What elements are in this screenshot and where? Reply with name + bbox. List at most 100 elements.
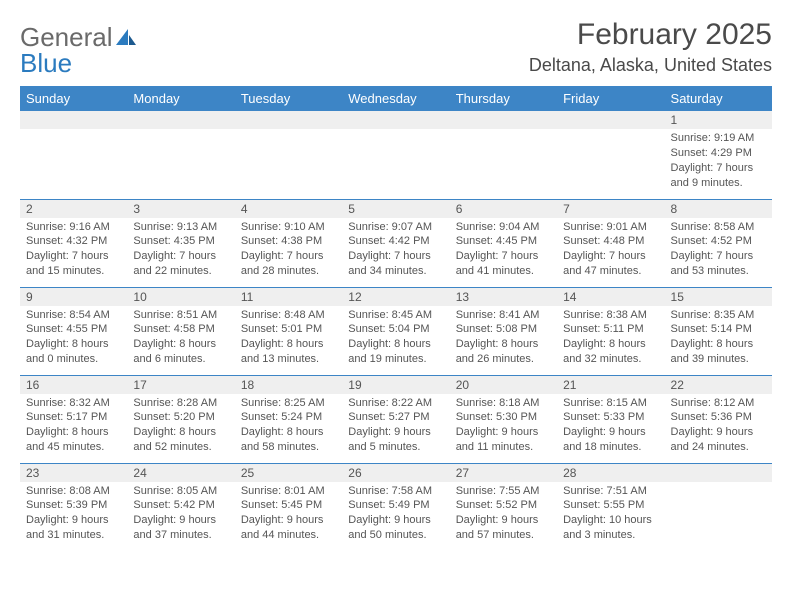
day-number-bar: 16 xyxy=(20,376,127,394)
calendar-day-cell: 23Sunrise: 8:08 AMSunset: 5:39 PMDayligh… xyxy=(20,463,127,551)
day-number-bar: 9 xyxy=(20,288,127,306)
calendar-day-cell: 6Sunrise: 9:04 AMSunset: 4:45 PMDaylight… xyxy=(450,199,557,287)
day-number-bar xyxy=(342,111,449,129)
day-detail: Sunrise: 8:12 AMSunset: 5:36 PMDaylight:… xyxy=(665,394,772,457)
day-number-bar: 17 xyxy=(127,376,234,394)
location-subtitle: Deltana, Alaska, United States xyxy=(529,55,772,76)
calendar-day-cell: 11Sunrise: 8:48 AMSunset: 5:01 PMDayligh… xyxy=(235,287,342,375)
calendar-page: General Blue February 2025 Deltana, Alas… xyxy=(0,0,792,551)
day-detail: Sunrise: 8:32 AMSunset: 5:17 PMDaylight:… xyxy=(20,394,127,457)
day-detail: Sunrise: 8:18 AMSunset: 5:30 PMDaylight:… xyxy=(450,394,557,457)
day-number-bar: 4 xyxy=(235,200,342,218)
day-number-bar: 8 xyxy=(665,200,772,218)
day-detail: Sunrise: 8:05 AMSunset: 5:42 PMDaylight:… xyxy=(127,482,234,545)
day-detail: Sunrise: 8:01 AMSunset: 5:45 PMDaylight:… xyxy=(235,482,342,545)
weekday-header: Tuesday xyxy=(235,86,342,111)
month-title: February 2025 xyxy=(529,18,772,51)
day-number-bar: 25 xyxy=(235,464,342,482)
day-number-bar: 5 xyxy=(342,200,449,218)
day-detail: Sunrise: 8:25 AMSunset: 5:24 PMDaylight:… xyxy=(235,394,342,457)
calendar-day-cell: 20Sunrise: 8:18 AMSunset: 5:30 PMDayligh… xyxy=(450,375,557,463)
calendar-day-cell xyxy=(665,463,772,551)
day-detail: Sunrise: 8:54 AMSunset: 4:55 PMDaylight:… xyxy=(20,306,127,369)
calendar-day-cell xyxy=(342,111,449,199)
day-detail: Sunrise: 8:38 AMSunset: 5:11 PMDaylight:… xyxy=(557,306,664,369)
weekday-header: Thursday xyxy=(450,86,557,111)
day-number-bar: 2 xyxy=(20,200,127,218)
calendar-table: SundayMondayTuesdayWednesdayThursdayFrid… xyxy=(20,86,772,551)
day-number-bar: 11 xyxy=(235,288,342,306)
header: General Blue February 2025 Deltana, Alas… xyxy=(20,18,772,76)
calendar-day-cell: 28Sunrise: 7:51 AMSunset: 5:55 PMDayligh… xyxy=(557,463,664,551)
day-number-bar: 1 xyxy=(665,111,772,129)
weekday-header: Monday xyxy=(127,86,234,111)
day-detail: Sunrise: 7:55 AMSunset: 5:52 PMDaylight:… xyxy=(450,482,557,545)
day-number-bar: 10 xyxy=(127,288,234,306)
day-number-bar: 27 xyxy=(450,464,557,482)
day-number-bar xyxy=(450,111,557,129)
calendar-day-cell: 22Sunrise: 8:12 AMSunset: 5:36 PMDayligh… xyxy=(665,375,772,463)
calendar-day-cell: 10Sunrise: 8:51 AMSunset: 4:58 PMDayligh… xyxy=(127,287,234,375)
day-number-bar: 21 xyxy=(557,376,664,394)
day-detail: Sunrise: 8:41 AMSunset: 5:08 PMDaylight:… xyxy=(450,306,557,369)
logo-text: General Blue xyxy=(20,24,137,76)
calendar-week-row: 23Sunrise: 8:08 AMSunset: 5:39 PMDayligh… xyxy=(20,463,772,551)
day-number-bar: 13 xyxy=(450,288,557,306)
day-number-bar: 6 xyxy=(450,200,557,218)
day-number-bar: 23 xyxy=(20,464,127,482)
calendar-day-cell xyxy=(450,111,557,199)
weekday-header: Wednesday xyxy=(342,86,449,111)
day-detail: Sunrise: 9:07 AMSunset: 4:42 PMDaylight:… xyxy=(342,218,449,281)
day-number-bar xyxy=(20,111,127,129)
day-detail: Sunrise: 8:08 AMSunset: 5:39 PMDaylight:… xyxy=(20,482,127,545)
calendar-day-cell: 24Sunrise: 8:05 AMSunset: 5:42 PMDayligh… xyxy=(127,463,234,551)
day-number-bar: 26 xyxy=(342,464,449,482)
calendar-day-cell: 12Sunrise: 8:45 AMSunset: 5:04 PMDayligh… xyxy=(342,287,449,375)
calendar-day-cell: 9Sunrise: 8:54 AMSunset: 4:55 PMDaylight… xyxy=(20,287,127,375)
day-detail: Sunrise: 8:58 AMSunset: 4:52 PMDaylight:… xyxy=(665,218,772,281)
calendar-day-cell xyxy=(20,111,127,199)
calendar-day-cell: 15Sunrise: 8:35 AMSunset: 5:14 PMDayligh… xyxy=(665,287,772,375)
calendar-day-cell: 25Sunrise: 8:01 AMSunset: 5:45 PMDayligh… xyxy=(235,463,342,551)
calendar-day-cell xyxy=(127,111,234,199)
calendar-day-cell: 14Sunrise: 8:38 AMSunset: 5:11 PMDayligh… xyxy=(557,287,664,375)
logo: General Blue xyxy=(20,18,137,76)
day-detail: Sunrise: 9:16 AMSunset: 4:32 PMDaylight:… xyxy=(20,218,127,281)
calendar-day-cell: 21Sunrise: 8:15 AMSunset: 5:33 PMDayligh… xyxy=(557,375,664,463)
day-detail: Sunrise: 8:48 AMSunset: 5:01 PMDaylight:… xyxy=(235,306,342,369)
day-detail: Sunrise: 9:10 AMSunset: 4:38 PMDaylight:… xyxy=(235,218,342,281)
calendar-day-cell: 26Sunrise: 7:58 AMSunset: 5:49 PMDayligh… xyxy=(342,463,449,551)
weekday-header: Saturday xyxy=(665,86,772,111)
day-detail: Sunrise: 7:58 AMSunset: 5:49 PMDaylight:… xyxy=(342,482,449,545)
calendar-day-cell: 4Sunrise: 9:10 AMSunset: 4:38 PMDaylight… xyxy=(235,199,342,287)
day-detail: Sunrise: 7:51 AMSunset: 5:55 PMDaylight:… xyxy=(557,482,664,545)
calendar-day-cell xyxy=(557,111,664,199)
calendar-day-cell: 1Sunrise: 9:19 AMSunset: 4:29 PMDaylight… xyxy=(665,111,772,199)
day-number-bar: 15 xyxy=(665,288,772,306)
day-number-bar: 12 xyxy=(342,288,449,306)
logo-word-2: Blue xyxy=(20,48,72,78)
day-detail: Sunrise: 8:35 AMSunset: 5:14 PMDaylight:… xyxy=(665,306,772,369)
day-detail: Sunrise: 8:22 AMSunset: 5:27 PMDaylight:… xyxy=(342,394,449,457)
day-number-bar xyxy=(665,464,772,482)
day-number-bar xyxy=(127,111,234,129)
weekday-header: Sunday xyxy=(20,86,127,111)
day-detail: Sunrise: 9:13 AMSunset: 4:35 PMDaylight:… xyxy=(127,218,234,281)
calendar-day-cell: 2Sunrise: 9:16 AMSunset: 4:32 PMDaylight… xyxy=(20,199,127,287)
day-number-bar: 20 xyxy=(450,376,557,394)
day-number-bar: 7 xyxy=(557,200,664,218)
calendar-day-cell: 7Sunrise: 9:01 AMSunset: 4:48 PMDaylight… xyxy=(557,199,664,287)
day-detail: Sunrise: 8:28 AMSunset: 5:20 PMDaylight:… xyxy=(127,394,234,457)
calendar-day-cell: 8Sunrise: 8:58 AMSunset: 4:52 PMDaylight… xyxy=(665,199,772,287)
day-number-bar: 19 xyxy=(342,376,449,394)
day-number-bar xyxy=(235,111,342,129)
day-detail: Sunrise: 9:01 AMSunset: 4:48 PMDaylight:… xyxy=(557,218,664,281)
day-number-bar: 22 xyxy=(665,376,772,394)
calendar-day-cell: 16Sunrise: 8:32 AMSunset: 5:17 PMDayligh… xyxy=(20,375,127,463)
logo-sail-icon xyxy=(115,28,137,46)
calendar-day-cell: 19Sunrise: 8:22 AMSunset: 5:27 PMDayligh… xyxy=(342,375,449,463)
title-block: February 2025 Deltana, Alaska, United St… xyxy=(529,18,772,76)
day-detail: Sunrise: 9:04 AMSunset: 4:45 PMDaylight:… xyxy=(450,218,557,281)
calendar-body: 1Sunrise: 9:19 AMSunset: 4:29 PMDaylight… xyxy=(20,111,772,551)
calendar-day-cell: 5Sunrise: 9:07 AMSunset: 4:42 PMDaylight… xyxy=(342,199,449,287)
